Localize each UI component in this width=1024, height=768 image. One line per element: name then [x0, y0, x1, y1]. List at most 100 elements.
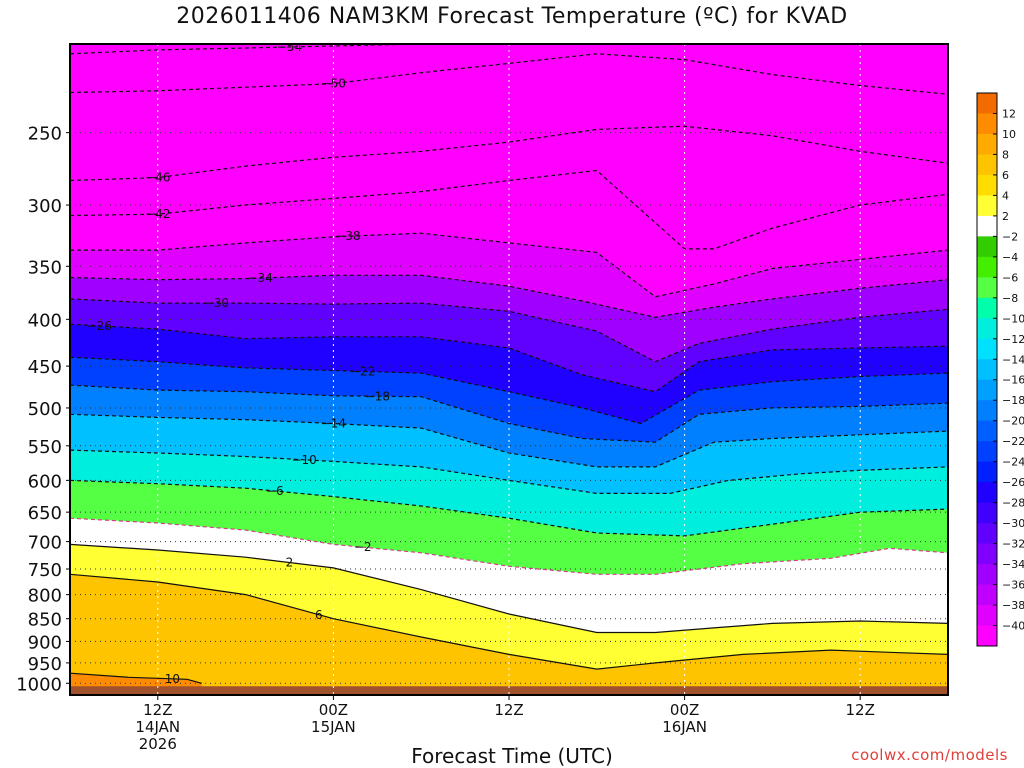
colorbar-label: −38 — [1002, 599, 1024, 612]
colorbar-swatch — [977, 236, 997, 258]
colorbar-label: −40 — [1002, 620, 1024, 633]
contour-label: −14 — [321, 417, 346, 431]
colorbar-swatch — [977, 482, 997, 504]
colorbar-label: −26 — [1002, 476, 1024, 489]
colorbar-frame — [976, 92, 998, 647]
colorbar-swatch — [977, 502, 997, 524]
colorbar-swatch — [977, 256, 997, 278]
x-tick-label: 12Z — [143, 701, 172, 719]
colorbar: 12 10 8 6 4 2 −2 −4 −6 −8 −10 −12 −14 −16 −18 −20 −22 −24… — [976, 92, 1024, 647]
colorbar-label: −14 — [1002, 353, 1024, 366]
contour-line — [70, 274, 948, 318]
contour-label: −34 — [248, 271, 273, 285]
colorbar-swatch — [977, 338, 997, 360]
y-tick-label: 400 — [28, 310, 62, 331]
x-tick-label: 15JAN — [311, 718, 356, 736]
contour-line — [70, 384, 948, 443]
colorbar-swatch — [977, 174, 997, 196]
colorbar-label: −10 — [1002, 312, 1024, 325]
colorbar-label: 8 — [1002, 148, 1009, 161]
colorbar-swatch — [977, 93, 997, 114]
y-tick-label: 350 — [28, 257, 62, 278]
colorbar-label: −30 — [1002, 517, 1024, 530]
contour-label: −46 — [145, 171, 170, 185]
colorbar-swatch — [977, 564, 997, 586]
contour-line — [70, 517, 948, 575]
x-tick-label: 14JAN — [135, 718, 180, 736]
colorbar-swatch — [977, 318, 997, 340]
chart-title: 2026011406 NAM3KM Forecast Temperature (… — [176, 4, 848, 29]
y-tick-label: 850 — [28, 610, 62, 631]
colorbar-swatch — [977, 523, 997, 545]
colorbar-swatch — [977, 379, 997, 401]
colorbar-swatch — [977, 625, 997, 647]
contour-line — [70, 169, 948, 250]
contour-label: −2 — [354, 540, 372, 554]
contour-label: −26 — [87, 319, 112, 333]
colorbar-swatch — [977, 297, 997, 319]
x-tick-label: 00Z — [670, 701, 699, 719]
colorbar-label: −22 — [1002, 435, 1024, 448]
credit-link[interactable]: coolwx.com/models — [851, 746, 1008, 764]
contour-label: −50 — [321, 77, 346, 91]
colorbar-swatch — [977, 461, 997, 483]
contour-label: −38 — [335, 229, 360, 243]
grid — [70, 44, 948, 695]
colorbar-label: −12 — [1002, 333, 1024, 346]
x-tick-label: 12Z — [494, 701, 523, 719]
colorbar-swatch — [977, 277, 997, 299]
colorbar-label: −8 — [1002, 292, 1018, 305]
colorbar-swatch — [977, 543, 997, 565]
colorbar-label: 10 — [1002, 128, 1016, 141]
y-tick-label: 250 — [28, 124, 62, 145]
colorbar-swatch — [977, 195, 997, 217]
contour-line — [70, 298, 948, 363]
colorbar-label: 2 — [1002, 210, 1009, 223]
contour-line — [70, 413, 948, 468]
y-tick-label: 500 — [28, 399, 62, 420]
colorbar-label: −2 — [1002, 230, 1018, 243]
color-fill-layer — [70, 44, 948, 695]
colorbar-swatch — [977, 584, 997, 606]
contour-label: −6 — [266, 484, 284, 498]
y-tick-label: 800 — [28, 586, 62, 607]
contour-line — [70, 543, 948, 634]
colorbar-label: −4 — [1002, 251, 1018, 264]
colorbar-swatch — [977, 605, 997, 627]
contour-label: 2 — [286, 556, 294, 570]
y-tick-label: 300 — [28, 196, 62, 217]
colorbar-label: 4 — [1002, 189, 1009, 202]
contour-label: −22 — [350, 364, 375, 378]
colorbar-label: −16 — [1002, 374, 1024, 387]
y-axis: 2503003504004505005506006507007508008509… — [16, 124, 70, 695]
x-axis-label: Forecast Time (UTC) — [411, 744, 613, 768]
y-tick-label: 750 — [28, 560, 62, 581]
contour-line — [70, 125, 948, 182]
contour-line — [70, 53, 948, 95]
contour-line — [70, 323, 948, 393]
x-tick-label: 16JAN — [662, 718, 707, 736]
y-tick-label: 950 — [28, 654, 62, 675]
contour-line — [70, 356, 948, 425]
contour-lines: −54−50−46−42−38−34−30−26−22−18−14−10−6−2… — [70, 40, 948, 686]
contour-label: −30 — [204, 296, 229, 310]
colorbar-swatch — [977, 441, 997, 463]
contour-line — [70, 573, 948, 670]
y-tick-label: 700 — [28, 533, 62, 554]
colorbar-label: −24 — [1002, 456, 1024, 469]
colorbar-label: −28 — [1002, 497, 1024, 510]
colorbar-label: −6 — [1002, 271, 1018, 284]
y-tick-label: 900 — [28, 632, 62, 653]
colorbar-swatch — [977, 113, 997, 135]
contour-label: −54 — [277, 40, 302, 54]
x-tick-label: 00Z — [319, 701, 348, 719]
y-tick-label: 450 — [28, 357, 62, 378]
colorbar-swatch — [977, 154, 997, 176]
ground-strip — [70, 686, 948, 695]
contour-label: −10 — [291, 453, 316, 467]
contour-label: 6 — [315, 608, 323, 622]
y-tick-label: 650 — [28, 503, 62, 524]
colorbar-label: −20 — [1002, 415, 1024, 428]
colorbar-swatch — [977, 215, 997, 237]
